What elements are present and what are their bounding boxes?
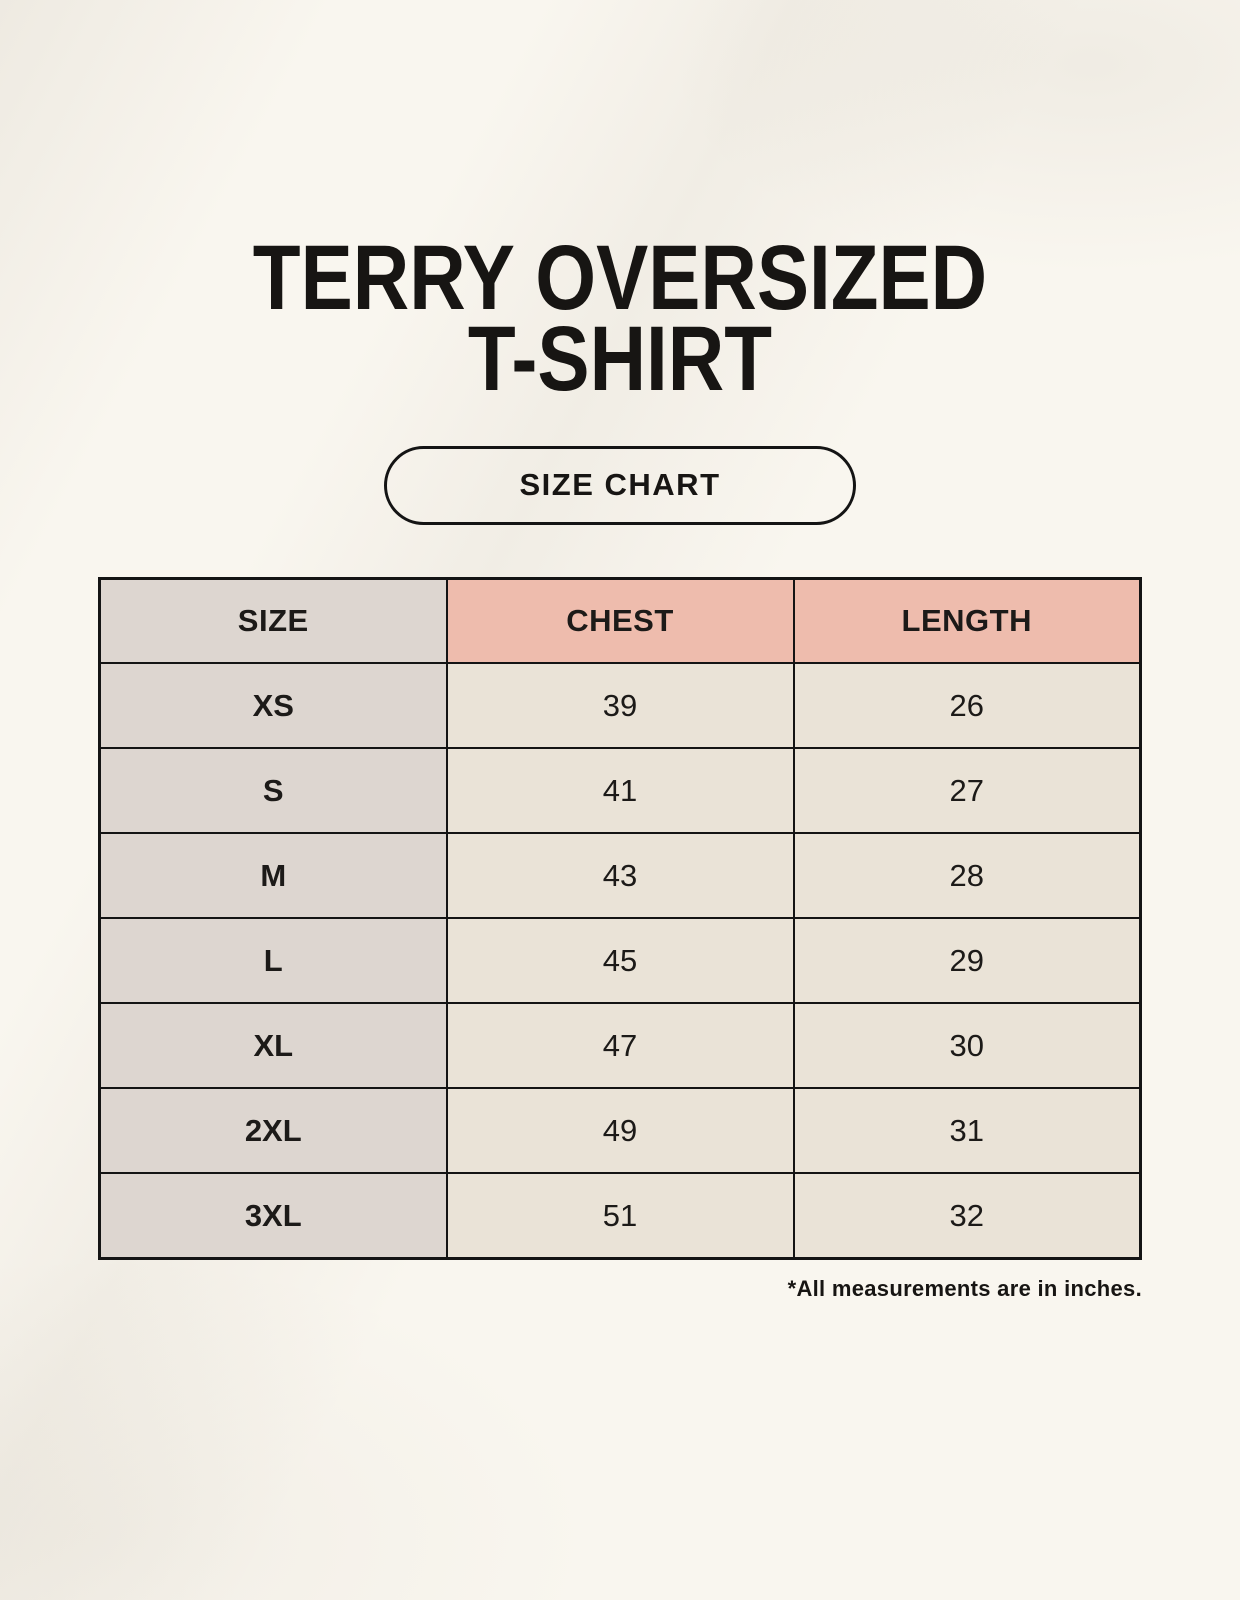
size-chart-button[interactable]: SIZE CHART (384, 445, 856, 525)
table-row: XS 39 26 (98, 662, 1142, 750)
length-cell: 27 (792, 747, 1142, 835)
length-cell: 30 (792, 1002, 1142, 1090)
size-chart-table: SIZE CHEST LENGTH XS 39 26 S 41 27 M 43 … (98, 576, 1142, 1260)
table-row: S 41 27 (98, 747, 1142, 835)
page-header: TERRY OVERSIZED T-SHIRT (0, 0, 1240, 410)
chest-cell: 41 (445, 747, 795, 835)
chest-cell: 43 (445, 832, 795, 920)
chest-cell: 51 (445, 1172, 795, 1260)
size-cell: S (98, 747, 448, 835)
length-cell: 32 (792, 1172, 1142, 1260)
size-cell: XS (98, 662, 448, 750)
chest-cell: 47 (445, 1002, 795, 1090)
page-title-line-1: TERRY OVERSIZED (252, 227, 988, 329)
column-header-length: LENGTH (792, 577, 1142, 665)
size-cell: L (98, 917, 448, 1005)
size-cell: XL (98, 1002, 448, 1090)
table-row: 2XL 49 31 (98, 1087, 1142, 1175)
size-cell: 3XL (98, 1172, 448, 1260)
column-header-size: SIZE (98, 577, 448, 665)
size-cell: M (98, 832, 448, 920)
length-cell: 29 (792, 917, 1142, 1005)
length-cell: 26 (792, 662, 1142, 750)
column-header-chest: CHEST (445, 577, 795, 665)
chest-cell: 45 (445, 917, 795, 1005)
page-title: TERRY OVERSIZED T-SHIRT (252, 227, 988, 410)
table-row: L 45 29 (98, 917, 1142, 1005)
length-cell: 28 (792, 832, 1142, 920)
table-row: M 43 28 (98, 832, 1142, 920)
table-row: 3XL 51 32 (98, 1172, 1142, 1260)
measurements-footnote: *All measurements are in inches. (787, 1275, 1142, 1301)
length-cell: 31 (792, 1087, 1142, 1175)
table-row: XL 47 30 (98, 1002, 1142, 1090)
page-title-line-2: T-SHIRT (467, 307, 773, 410)
size-cell: 2XL (98, 1087, 448, 1175)
table-header-row: SIZE CHEST LENGTH (98, 577, 1142, 665)
chest-cell: 49 (445, 1087, 795, 1175)
chest-cell: 39 (445, 662, 795, 750)
